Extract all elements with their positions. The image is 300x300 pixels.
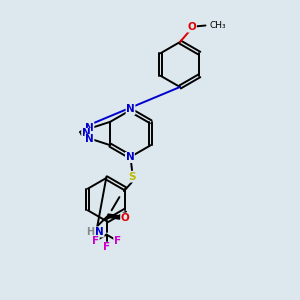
Text: S: S xyxy=(128,172,136,182)
Text: N: N xyxy=(125,152,134,163)
Text: O: O xyxy=(121,213,130,223)
Text: N: N xyxy=(85,122,94,133)
Text: N: N xyxy=(85,134,94,145)
Text: H: H xyxy=(86,227,95,237)
Text: N: N xyxy=(95,227,104,237)
Text: CH₃: CH₃ xyxy=(210,21,226,30)
Text: O: O xyxy=(188,22,196,32)
Text: F: F xyxy=(114,236,121,246)
Text: F: F xyxy=(103,242,110,252)
Text: N: N xyxy=(82,128,91,139)
Text: N: N xyxy=(126,104,135,115)
Text: F: F xyxy=(92,236,99,246)
